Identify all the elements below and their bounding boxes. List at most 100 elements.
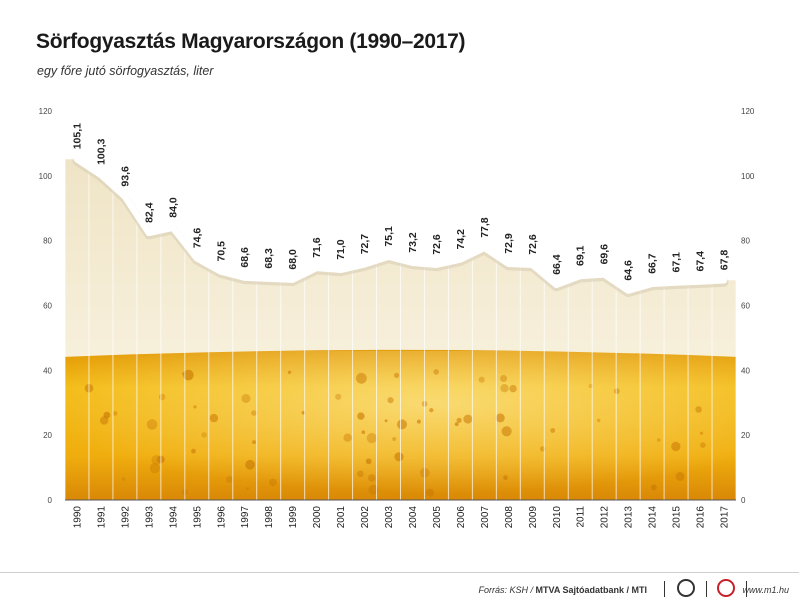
bubble <box>650 484 657 491</box>
series-line <box>72 156 729 298</box>
separator <box>706 581 707 597</box>
y-tick-label-right: 60 <box>741 302 750 311</box>
bubble <box>509 384 517 393</box>
bubble <box>191 448 196 454</box>
data-label: 72,9 <box>503 233 515 254</box>
bubble <box>252 440 256 445</box>
data-point <box>219 270 223 273</box>
x-tick-label: 2013 <box>624 506 635 529</box>
x-tick-label: 2016 <box>696 506 707 529</box>
bubble <box>121 477 126 481</box>
y-tick-label-left: 20 <box>43 431 52 440</box>
data-point <box>171 226 175 230</box>
data-point <box>722 278 726 282</box>
x-tick-label: 2003 <box>384 506 395 529</box>
x-tick-label: 2002 <box>360 506 371 529</box>
data-label: 82,4 <box>143 202 155 223</box>
data-label: 77,8 <box>479 217 491 238</box>
x-tick-label: 2010 <box>552 506 563 529</box>
y-axis-right: 0 20 40 60 80 100 120 <box>741 107 755 505</box>
data-label: 72,7 <box>359 234 371 255</box>
x-axis: 1990 1991 1992 1993 1994 1995 1996 1997 1998 1999… <box>73 506 731 529</box>
data-point <box>363 262 367 266</box>
x-tick-label: 1990 <box>73 506 84 529</box>
data-label: 72,6 <box>431 234 443 255</box>
data-label: 67,8 <box>719 250 731 271</box>
data-point <box>506 262 510 266</box>
x-tick-label: 2017 <box>720 506 731 529</box>
separator <box>746 581 747 597</box>
data-label: 69,6 <box>599 244 611 265</box>
bubble <box>158 393 166 401</box>
data-label: 68,6 <box>239 247 251 268</box>
data-label: 84,0 <box>167 197 179 218</box>
data-point <box>123 195 127 199</box>
series-line <box>73 156 728 294</box>
bubble <box>343 433 352 442</box>
data-point <box>482 246 486 250</box>
bubble <box>269 478 277 487</box>
y-tick-label-left: 40 <box>43 366 52 375</box>
data-point <box>99 173 103 177</box>
x-tick-label: 1991 <box>96 506 107 529</box>
data-label: 74,6 <box>191 228 203 249</box>
y-tick-label-left: 80 <box>43 237 52 246</box>
data-label: 93,6 <box>119 166 131 187</box>
data-label: 74,2 <box>455 229 467 250</box>
beer-consumption-chart: 105,1 100,3 93,6 82,4 84,0 74,6 70,5 68,6 68,3 68… <box>39 107 755 529</box>
separator <box>664 581 665 597</box>
bubble <box>495 413 505 423</box>
x-tick-label: 2012 <box>600 506 611 529</box>
bubble <box>112 411 118 416</box>
bubble <box>365 458 372 465</box>
data-label: 67,4 <box>695 251 707 272</box>
bubble <box>429 408 434 413</box>
x-tick-label: 1992 <box>120 506 131 529</box>
y-tick-label-left: 0 <box>48 496 53 505</box>
data-point <box>578 274 582 278</box>
data-point <box>243 276 247 280</box>
bubble <box>456 417 462 423</box>
bubble <box>433 369 440 375</box>
bubble <box>699 431 704 435</box>
data-label: 66,7 <box>647 253 659 274</box>
x-tick-label: 2005 <box>432 506 443 529</box>
bubble <box>675 472 685 481</box>
site-url[interactable]: www.m1.hu <box>742 585 789 595</box>
bubble <box>366 433 377 444</box>
data-label: 71,0 <box>335 239 347 260</box>
bubble <box>500 384 509 393</box>
bubble <box>478 376 485 383</box>
data-point <box>339 268 343 272</box>
bubble <box>503 475 508 481</box>
bubble <box>695 406 702 413</box>
m1-logo-icon <box>717 579 735 597</box>
data-label: 64,6 <box>623 260 635 281</box>
x-tick-label: 1999 <box>288 506 299 529</box>
data-point <box>698 280 702 283</box>
bubble <box>392 437 397 441</box>
data-point <box>387 255 390 259</box>
bubble <box>387 397 394 404</box>
bubble <box>454 422 459 426</box>
data-point <box>554 283 558 287</box>
x-tick-label: 2004 <box>408 506 419 529</box>
bubble <box>500 375 508 382</box>
y-tick-label-right: 0 <box>741 496 746 505</box>
bubble <box>357 412 365 420</box>
data-point <box>674 281 678 284</box>
x-tick-label: 2006 <box>456 506 467 529</box>
data-labels: 105,1 100,3 93,6 82,4 84,0 74,6 70,5 68,6 68,3 68… <box>72 123 731 281</box>
bubble <box>225 476 233 483</box>
bubble <box>245 459 256 470</box>
bubble <box>397 419 407 430</box>
data-point <box>147 231 151 235</box>
bubble <box>384 419 388 423</box>
y-tick-label-right: 20 <box>741 431 750 440</box>
bubble <box>356 372 367 384</box>
x-tick-label: 2015 <box>672 506 683 529</box>
bubble <box>501 426 512 437</box>
data-point <box>267 277 271 281</box>
x-tick-label: 1996 <box>216 506 227 529</box>
bubble <box>426 488 434 497</box>
